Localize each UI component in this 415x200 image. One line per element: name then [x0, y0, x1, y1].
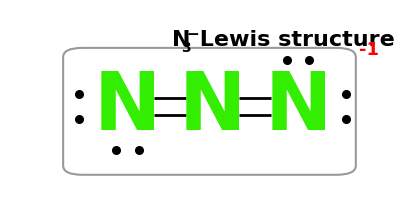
Text: Lewis structure: Lewis structure: [192, 29, 395, 49]
Text: -1: -1: [359, 41, 378, 59]
Text: N: N: [94, 68, 161, 146]
Text: −: −: [186, 27, 199, 42]
Text: N: N: [173, 29, 191, 49]
Text: 3: 3: [181, 41, 191, 55]
Text: N: N: [264, 68, 332, 146]
Text: N: N: [179, 68, 247, 146]
